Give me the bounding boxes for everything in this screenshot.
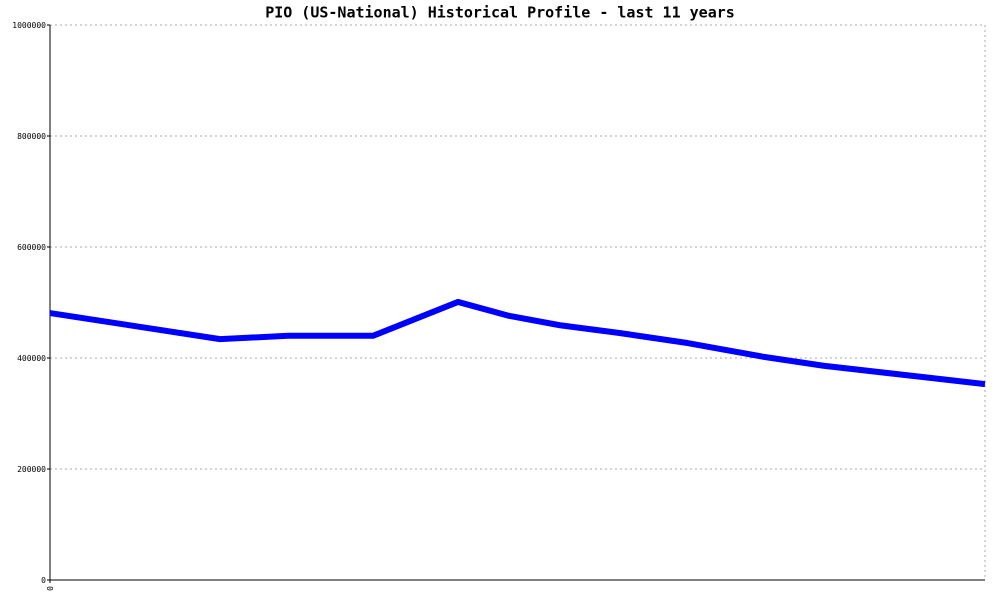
y-tick-label: 400000: [17, 354, 46, 363]
x-tick-label: 0: [46, 586, 55, 591]
y-tick-label: 0: [41, 576, 46, 585]
y-tick-label: 200000: [17, 465, 46, 474]
data-line: [49, 298, 986, 388]
y-tick-label: 1000000: [12, 21, 46, 30]
y-tick-label: 800000: [17, 132, 46, 141]
chart-title: PIO (US-National) Historical Profile - l…: [265, 4, 735, 22]
y-tick-label: 600000: [17, 243, 46, 252]
